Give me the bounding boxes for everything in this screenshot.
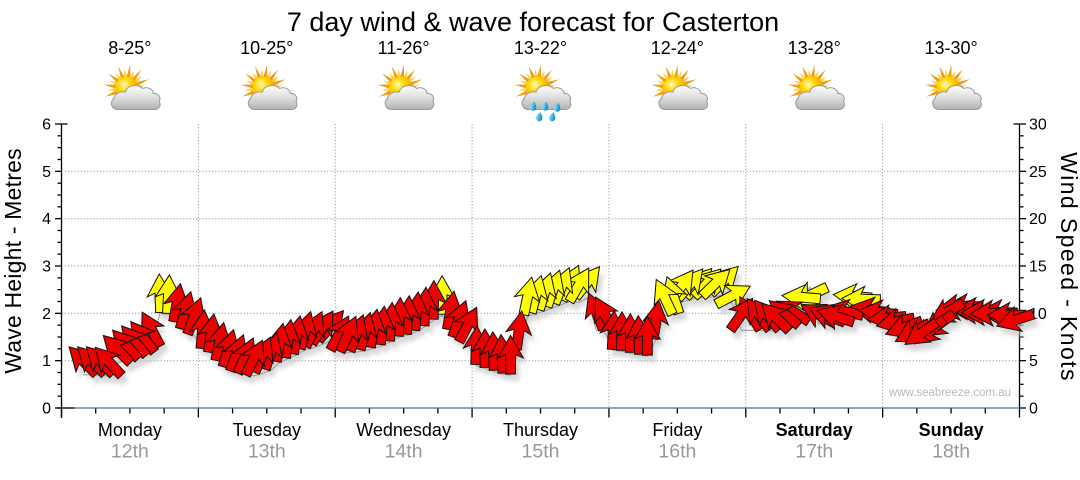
- svg-text:Thursday: Thursday: [503, 420, 578, 440]
- svg-text:14th: 14th: [385, 441, 423, 463]
- svg-text:15th: 15th: [522, 441, 560, 463]
- svg-text:1: 1: [42, 353, 51, 370]
- svg-text:0: 0: [1029, 401, 1038, 418]
- svg-text:6: 6: [42, 117, 51, 134]
- svg-text:7 day wind & wave forecast for: 7 day wind & wave forecast for Casterton: [287, 7, 779, 37]
- svg-text:5: 5: [42, 164, 51, 181]
- svg-text:4: 4: [42, 211, 51, 228]
- svg-text:13-22°: 13-22°: [514, 38, 567, 58]
- svg-text:5: 5: [1029, 353, 1038, 370]
- svg-text:13-28°: 13-28°: [788, 38, 841, 58]
- svg-text:10-25°: 10-25°: [240, 38, 293, 58]
- svg-text:16th: 16th: [658, 441, 696, 463]
- svg-text:13th: 13th: [248, 441, 286, 463]
- svg-text:18th: 18th: [932, 441, 970, 463]
- svg-text:30: 30: [1029, 117, 1047, 134]
- svg-text:Sunday: Sunday: [919, 420, 984, 440]
- svg-text:8-25°: 8-25°: [108, 38, 151, 58]
- svg-text:13-30°: 13-30°: [924, 38, 977, 58]
- svg-text:Wave Height - Metres: Wave Height - Metres: [0, 148, 26, 374]
- svg-text:12th: 12th: [111, 441, 149, 463]
- svg-text:Friday: Friday: [652, 420, 702, 440]
- svg-text:Saturday: Saturday: [776, 420, 853, 440]
- svg-text:25: 25: [1029, 164, 1047, 181]
- svg-text:www.seabreeze.com.au: www.seabreeze.com.au: [888, 387, 1011, 399]
- svg-text:3: 3: [42, 259, 51, 276]
- svg-text:Wednesday: Wednesday: [356, 420, 451, 440]
- svg-text:2: 2: [42, 306, 51, 323]
- svg-text:Monday: Monday: [98, 420, 162, 440]
- svg-text:17th: 17th: [795, 441, 833, 463]
- svg-text:12-24°: 12-24°: [651, 38, 704, 58]
- svg-text:20: 20: [1029, 211, 1047, 228]
- svg-text:0: 0: [42, 401, 51, 418]
- svg-text:15: 15: [1029, 259, 1047, 276]
- svg-text:Tuesday: Tuesday: [233, 420, 301, 440]
- svg-text:Wind Speed - Knots: Wind Speed - Knots: [1056, 152, 1080, 382]
- svg-text:11-26°: 11-26°: [378, 38, 430, 58]
